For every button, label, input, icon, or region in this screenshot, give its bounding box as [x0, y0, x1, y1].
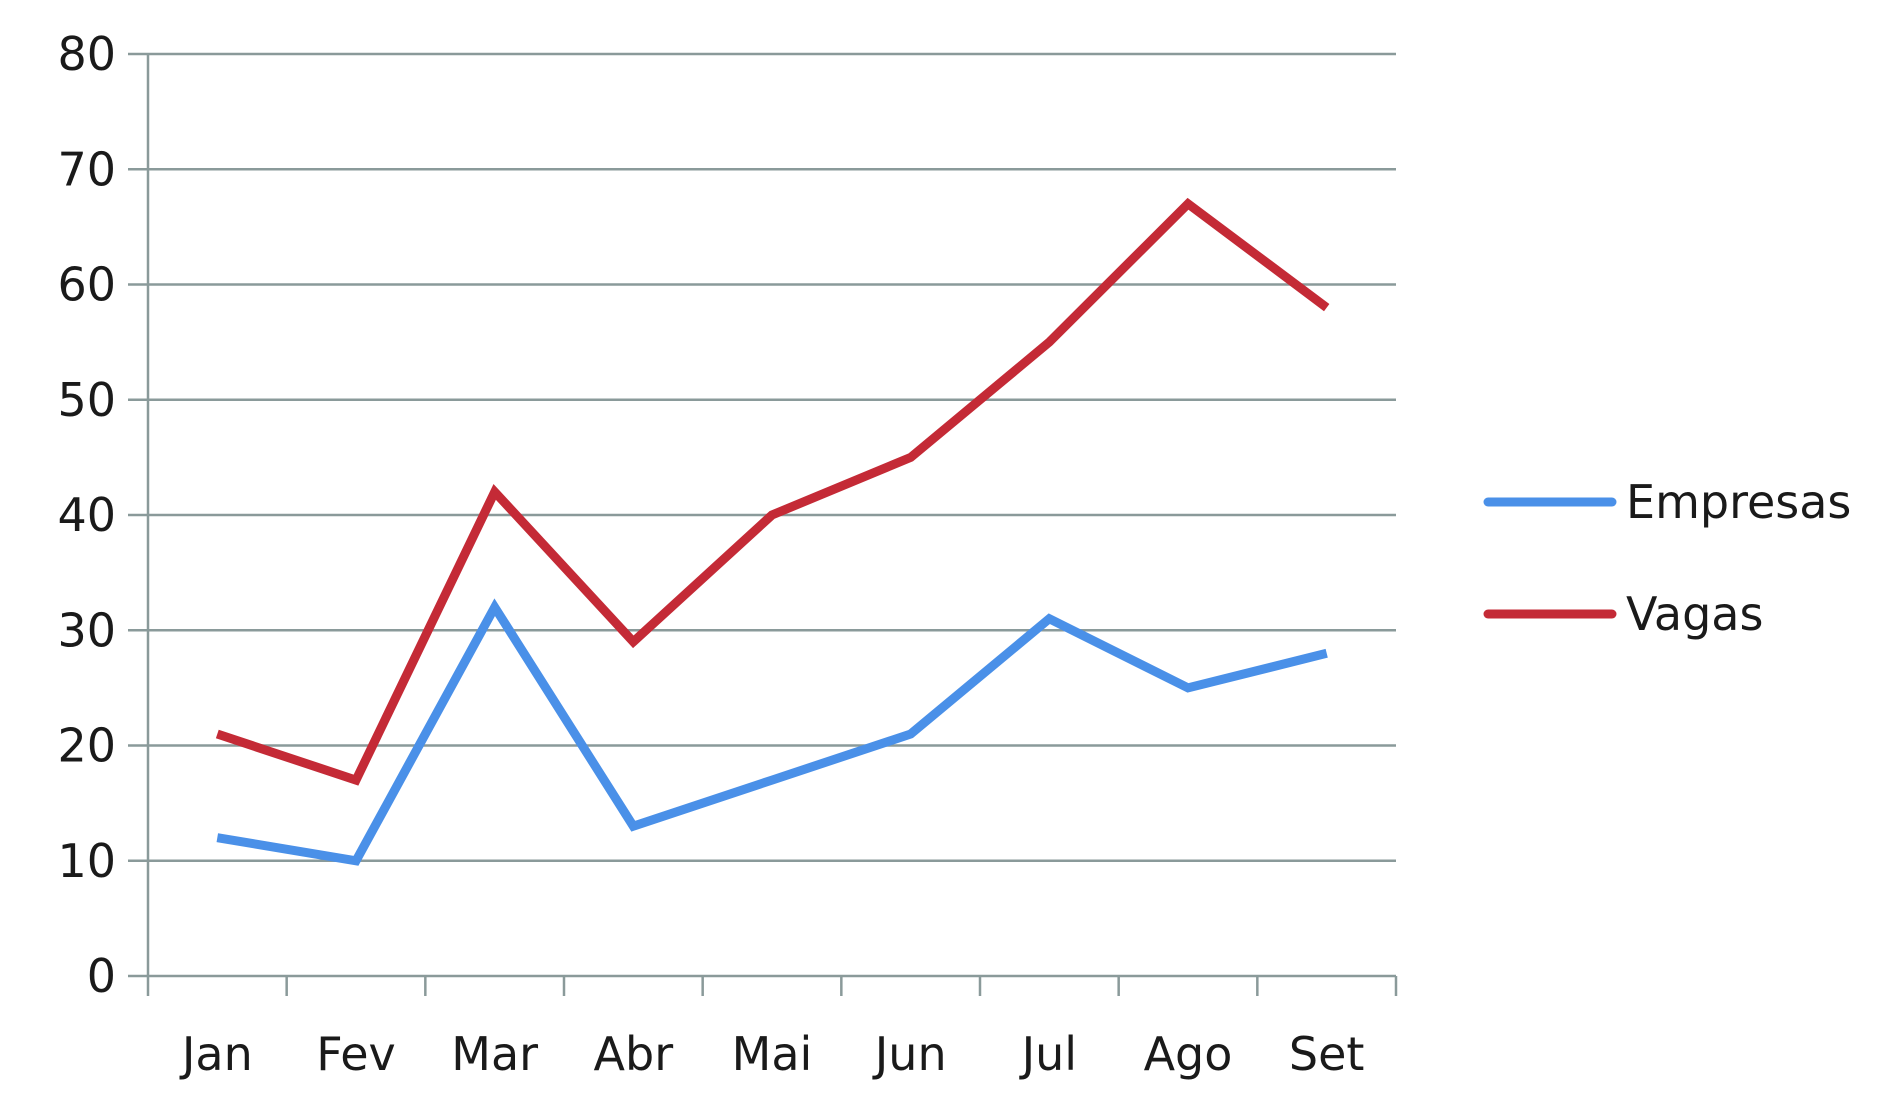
y-tick-label: 0	[87, 949, 116, 1003]
x-tick-label: Jan	[179, 1027, 253, 1081]
series-lines	[215, 197, 1330, 866]
x-tick-label: Ago	[1144, 1027, 1233, 1081]
y-tick-label: 80	[57, 27, 116, 81]
y-tick-label: 60	[57, 258, 116, 312]
x-tick-label: Fev	[316, 1027, 395, 1081]
x-tick-label: Jul	[1019, 1027, 1078, 1081]
y-tick-label: 10	[57, 834, 116, 888]
x-tick-label: Set	[1289, 1027, 1365, 1081]
x-axis-ticks: Jan Fev Mar Abr Mai Jun Jul Ago Set	[146, 976, 1398, 1081]
y-axis-ticks: 0 10 20 30 40 50 60 70 80	[57, 27, 148, 1003]
legend-label-empresas: Empresas	[1626, 475, 1851, 529]
x-tick-label: Mai	[732, 1027, 813, 1081]
x-tick-label: Abr	[594, 1027, 674, 1081]
y-tick-label: 20	[57, 719, 116, 773]
series-line-empresas	[216, 598, 1328, 866]
y-tick-label: 70	[57, 142, 116, 196]
y-tick-label: 30	[57, 603, 116, 657]
y-tick-label: 50	[57, 373, 116, 427]
x-tick-label: Mar	[451, 1027, 538, 1081]
y-tick-label: 40	[57, 488, 116, 542]
legend: Empresas Vagas	[1483, 475, 1851, 641]
legend-label-vagas: Vagas	[1626, 587, 1763, 641]
x-tick-label: Jun	[872, 1027, 947, 1081]
series-line-vagas	[215, 197, 1330, 786]
gridlines	[148, 52, 1396, 862]
